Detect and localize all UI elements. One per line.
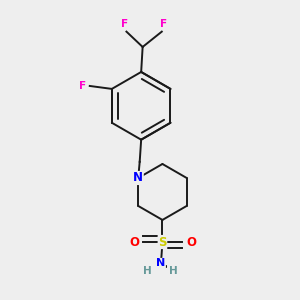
Text: F: F [79, 81, 86, 91]
Text: S: S [158, 236, 167, 248]
Text: H: H [143, 266, 152, 276]
Text: O: O [129, 236, 139, 248]
Text: N: N [133, 172, 143, 184]
Text: F: F [160, 19, 167, 29]
Text: F: F [122, 19, 128, 29]
Text: O: O [186, 236, 196, 248]
Text: H: H [169, 266, 178, 276]
Text: N: N [156, 258, 166, 268]
